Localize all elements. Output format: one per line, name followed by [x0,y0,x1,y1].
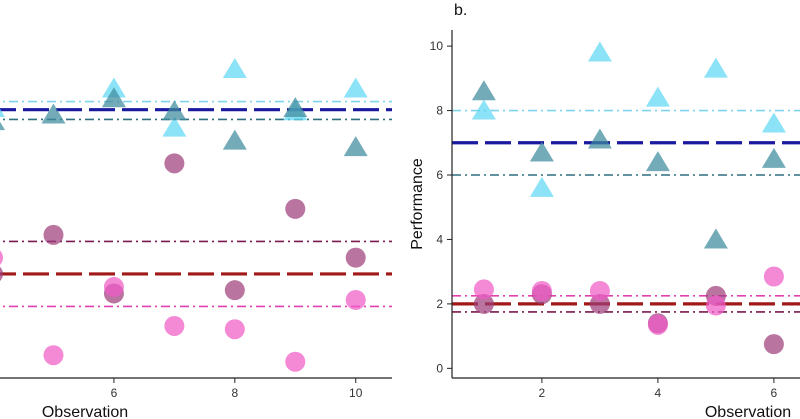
cyan-triangle-point [761,112,786,133]
purple-circle-point [763,334,784,355]
x-tick-label: 2 [539,386,546,400]
x-tick-label: 8 [231,386,238,400]
panel-label: b. [454,2,467,19]
x-axis-title: Observation [42,404,128,419]
teal-triangle-point [703,228,728,249]
cyan-triangle-point [703,57,728,78]
purple-circle-point [345,247,366,268]
pink-circle-point [705,295,726,316]
y-tick-label: 2 [436,297,443,311]
teal-triangle-point [529,141,554,162]
pink-circle-point [0,250,4,265]
purple-circle-point [43,224,64,245]
x-tick-label: 6 [771,386,778,400]
cyan-triangle-point [343,77,368,98]
purple-circle-point [0,266,4,282]
purple-circle-point [285,198,306,219]
y-axis-title: Performance [409,158,426,250]
y-tick-label: 6 [436,168,443,182]
teal-triangle-point [101,87,126,108]
pink-circle-point [224,319,245,340]
y-tick-label: 4 [436,232,443,246]
x-tick-label: 4 [655,386,662,400]
x-axis-title: Observation [705,404,791,419]
cyan-triangle-point [162,116,187,137]
pink-circle-point [285,351,306,372]
pink-circle-point [103,276,124,297]
cyan-triangle-point [587,41,612,62]
x-tick-label: 10 [349,386,363,400]
pink-circle-point [647,314,668,335]
teal-triangle-point [645,151,670,172]
teal-triangle-point [222,129,247,150]
teal-triangle-point [162,100,187,121]
panel-b: 2 4 6 0 2 4 6 8 10 Observation Performance b. [409,2,800,419]
cyan-triangle-point [471,99,496,120]
purple-circle-point [164,153,185,174]
teal-triangle-point [587,128,612,149]
pink-circle-point [43,345,64,366]
pink-circle-point [345,289,366,310]
teal-triangle-point [343,136,368,157]
y-tick-label: 8 [436,104,443,118]
cyan-triangle-point [645,86,670,107]
y-tick-label: 10 [430,39,444,53]
teal-triangle-point [0,121,6,131]
x-tick-label: 6 [111,386,118,400]
purple-circle-point [224,280,245,301]
teal-triangle-point [283,97,308,118]
plot-area [0,58,392,372]
panel-a: 6 8 10 Observation [0,58,392,419]
teal-triangle-point [41,103,66,124]
cyan-triangle-point [529,176,554,197]
pink-circle-point [589,281,610,301]
pink-circle-point [164,315,185,336]
pink-circle-point [763,266,784,287]
cyan-triangle-point [0,108,6,118]
plot-area [452,41,800,355]
purple-circle-point [473,293,494,314]
teal-triangle-point [471,80,496,101]
teal-triangle-point [761,147,786,168]
pink-circle-point [531,281,552,301]
y-tick-label: 0 [436,361,443,375]
pink-circle-point [473,279,494,300]
cyan-triangle-point [222,58,247,79]
